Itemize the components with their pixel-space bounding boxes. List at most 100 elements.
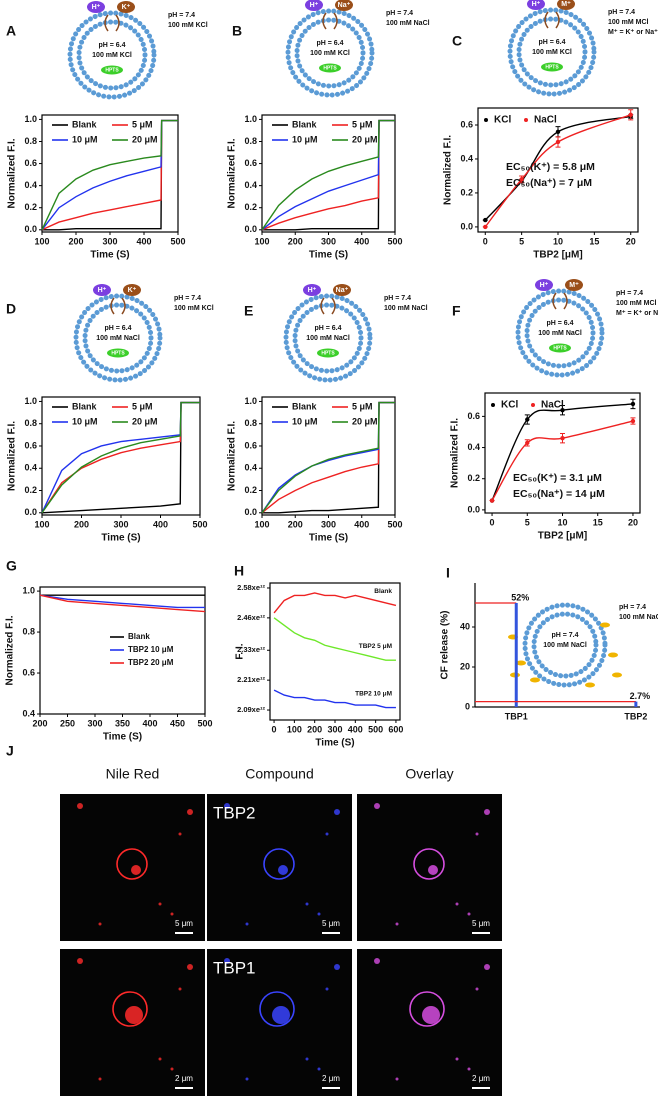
x-axis-label: TBP2 [μM] <box>533 250 582 261</box>
legend-label: Blank <box>128 632 150 641</box>
data-point <box>630 401 636 407</box>
x-tick-label: 500 <box>192 519 207 529</box>
particle <box>325 832 329 836</box>
legend-label: 20 μM <box>132 416 158 426</box>
inside-condition: pH = 6.4 <box>104 325 131 332</box>
y-tick-label: 0.6 <box>24 440 37 450</box>
y-tick-label: 0.6 <box>244 440 257 450</box>
y-axis-label: Normalized F.I. <box>5 615 16 685</box>
series-line <box>273 617 396 661</box>
ion-bubble <box>93 284 111 296</box>
x-tick-label: 400 <box>354 236 369 246</box>
x-tick-label: 300 <box>321 519 336 529</box>
dye-molecule <box>608 652 618 658</box>
y-tick-label: 0.4 <box>24 463 37 473</box>
vesicle-core <box>422 1006 440 1024</box>
particle <box>77 803 83 809</box>
x-tick-label: 300 <box>321 236 336 246</box>
data-point <box>560 407 565 413</box>
fit-curve <box>491 420 634 501</box>
dye-bubble <box>319 63 341 73</box>
x-tick-label: 200 <box>32 718 47 728</box>
outside-condition: pH = 7.4 <box>616 290 643 297</box>
x-tick-label: 450 <box>170 718 185 728</box>
outside-condition: 100 mM NaCl <box>619 614 658 621</box>
y-axis-label: Normalized F.I. <box>443 135 454 205</box>
ion-bubble <box>303 284 321 296</box>
legend-label: 5 μM <box>132 401 153 411</box>
inside-condition: 100 mM NaCl <box>306 335 350 342</box>
legend-label: KCl <box>501 400 518 411</box>
ion-bubble <box>527 0 545 10</box>
data-point <box>525 417 530 422</box>
panel-label: I <box>446 565 450 581</box>
particle <box>224 958 230 964</box>
vesicle-core <box>125 1006 143 1024</box>
x-tick-label: TBP1 <box>505 711 528 721</box>
ion-label: K⁺ <box>128 287 137 294</box>
particle <box>395 1077 399 1081</box>
outside-condition: 100 mM NaCl <box>386 20 430 27</box>
vesicle-membrane <box>285 8 375 98</box>
x-tick-label: 400 <box>348 724 363 734</box>
annotation: EC₅₀(K⁺) = 5.8 μM <box>506 161 595 173</box>
outside-condition: pH = 7.4 <box>619 604 646 611</box>
dye-bubble <box>541 62 563 72</box>
x-axis-label: Time (S) <box>103 732 142 743</box>
y-tick-label: 0.2 <box>460 187 473 197</box>
ion-label: Na⁺ <box>336 287 349 294</box>
x-tick-label: 200 <box>307 724 322 734</box>
y-tick-label: 0.6 <box>460 119 473 129</box>
legend-label: Blank <box>72 401 98 411</box>
ion-bubble <box>535 279 553 291</box>
dye-label: HPTS <box>105 67 119 73</box>
legend-label: 5 μM <box>352 401 373 411</box>
y-axis-label: F. I. <box>235 643 246 659</box>
panel-label: A <box>6 23 16 39</box>
ion-bubble <box>123 284 141 296</box>
legend-label: NaCl <box>534 115 557 126</box>
vesicle <box>409 991 445 1027</box>
y-tick-label: 2.09xe¹² <box>237 705 265 714</box>
particle <box>475 832 479 836</box>
legend-label: 20 μM <box>352 416 378 426</box>
outside-condition: M⁺ = K⁺ or Na⁺ <box>608 29 658 36</box>
y-axis-label: CF release (%) <box>440 611 451 680</box>
vesicle-membrane <box>522 602 608 688</box>
y-tick-label: 0.6 <box>22 667 35 677</box>
outside-condition: M⁺ = K⁺ or Na⁺ <box>616 310 658 317</box>
y-tick-label: 0.2 <box>244 485 257 495</box>
series-line <box>42 119 178 231</box>
vesicle-membrane <box>294 17 366 89</box>
vesicle-membrane <box>283 293 373 383</box>
x-tick-label: 300 <box>87 718 102 728</box>
particle <box>77 958 83 964</box>
x-tick-label: 10 <box>553 236 563 246</box>
vesicle-membrane <box>507 7 597 97</box>
particle <box>334 809 340 815</box>
x-tick-label: 250 <box>60 718 75 728</box>
vesicle-core <box>278 865 288 875</box>
vesicle <box>259 991 295 1027</box>
y-tick-label: 0.4 <box>460 153 473 163</box>
transporter <box>322 12 338 30</box>
x-axis-label: TBP2 [μM] <box>538 531 587 542</box>
particle <box>224 803 230 809</box>
y-tick-label: 0.4 <box>244 463 257 473</box>
data-point <box>555 129 561 134</box>
x-tick-label: 500 <box>197 718 212 728</box>
panel-label: D <box>6 301 16 317</box>
y-tick-label: 1.0 <box>24 396 37 406</box>
ion-bubble <box>557 0 575 10</box>
x-tick-label: 10 <box>557 517 567 527</box>
dye-label: HPTS <box>111 350 125 356</box>
particle <box>187 809 193 815</box>
bar <box>514 603 518 707</box>
inside-condition: pH = 6.4 <box>316 40 343 47</box>
vesicle-membrane <box>73 293 163 383</box>
annotation: EC₅₀(K⁺) = 3.1 μM <box>513 472 602 484</box>
particle <box>484 964 490 970</box>
transporter <box>552 292 568 310</box>
vesicle-membrane <box>515 288 605 378</box>
